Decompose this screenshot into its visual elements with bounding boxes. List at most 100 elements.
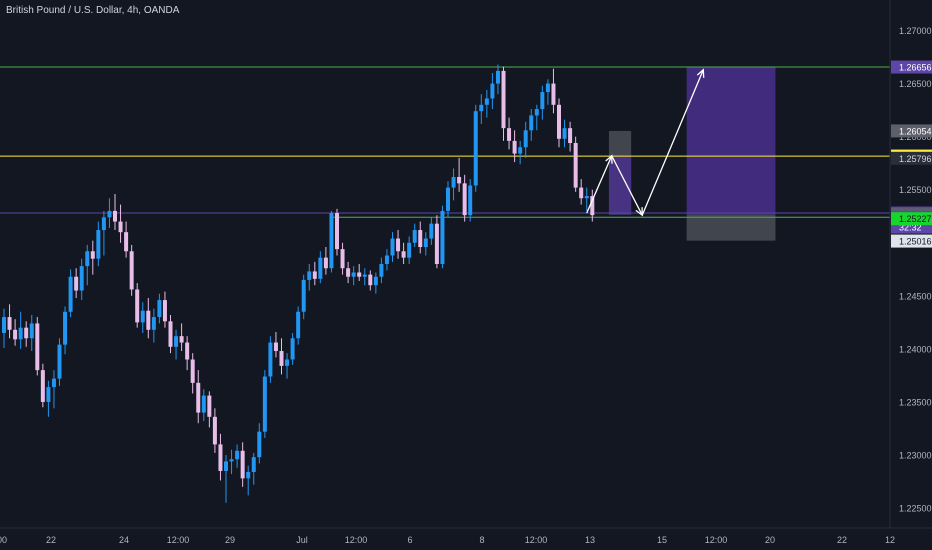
candle xyxy=(545,79,550,105)
candle xyxy=(368,270,373,291)
candle-body xyxy=(518,147,523,154)
candle xyxy=(401,242,406,264)
projection-arrow xyxy=(586,155,613,214)
candle-body xyxy=(235,450,240,460)
candle xyxy=(140,302,145,333)
candle-body xyxy=(462,183,467,216)
x-tick-label: 15 xyxy=(657,535,667,545)
candle xyxy=(384,249,389,271)
candle xyxy=(101,210,106,256)
x-tick-label: Jul xyxy=(296,535,308,545)
candle xyxy=(96,221,101,267)
candle-body xyxy=(557,104,561,139)
candle-body xyxy=(18,327,23,340)
candle-body xyxy=(357,272,362,277)
candle xyxy=(490,72,495,110)
candle xyxy=(63,306,68,355)
candle xyxy=(185,336,190,371)
y-tick-label: 1.27000 xyxy=(899,26,932,36)
candle xyxy=(495,64,500,95)
candle-body xyxy=(218,444,223,471)
candle-body xyxy=(285,359,290,366)
candle-body xyxy=(29,323,34,339)
price-label: 1.26054 xyxy=(891,124,932,138)
candle xyxy=(135,283,140,328)
y-tick-label: 1.23000 xyxy=(899,451,932,461)
candle-body xyxy=(13,329,18,340)
candle xyxy=(129,244,134,296)
candle-body xyxy=(307,271,312,280)
candle xyxy=(540,85,545,120)
price-label-text: 1.26656 xyxy=(899,63,932,73)
candle xyxy=(551,68,556,114)
y-tick-label: 1.25500 xyxy=(899,185,932,195)
candle xyxy=(412,223,417,248)
price-label: 1.26656 xyxy=(891,60,932,74)
candle-body xyxy=(362,274,367,277)
candle xyxy=(429,217,434,245)
candle-body xyxy=(168,321,173,347)
candle xyxy=(279,338,284,375)
candle-body xyxy=(162,300,167,322)
candle xyxy=(312,261,317,286)
candle xyxy=(340,242,345,275)
candle xyxy=(235,444,240,468)
candle-body xyxy=(568,128,573,144)
price-label-bg xyxy=(891,124,932,138)
projection-arrow xyxy=(611,155,643,216)
candle-body xyxy=(396,238,401,252)
candle xyxy=(423,232,428,256)
candle-body xyxy=(584,196,589,199)
candle-body xyxy=(140,310,145,323)
price-label-bg xyxy=(891,234,932,248)
price-axis-background xyxy=(890,0,932,550)
price-label-text: 1.25227 xyxy=(899,214,932,224)
candle xyxy=(440,205,445,269)
candle xyxy=(362,268,367,286)
candle-body xyxy=(96,230,101,259)
candle-body xyxy=(190,359,195,383)
candle xyxy=(262,370,267,439)
candle xyxy=(346,261,351,284)
candle-body xyxy=(423,238,428,248)
candle xyxy=(124,221,129,258)
candle xyxy=(240,442,245,487)
candle-body xyxy=(146,310,151,330)
candle-body xyxy=(273,342,278,352)
price-label-bg xyxy=(891,151,932,165)
candle-body xyxy=(212,416,217,445)
candle-body xyxy=(113,210,117,222)
candle-body xyxy=(318,257,323,279)
candle xyxy=(246,465,251,496)
candle-body xyxy=(501,70,506,129)
time-axis-background xyxy=(0,528,932,550)
candle-body xyxy=(545,83,550,93)
price-label-text: 1.25016 xyxy=(899,237,932,247)
candle xyxy=(224,455,228,503)
candle-body xyxy=(135,289,140,323)
candle xyxy=(446,181,450,218)
candle-body xyxy=(384,255,389,264)
candle xyxy=(57,338,62,387)
candle xyxy=(373,272,378,294)
candle xyxy=(301,274,306,320)
position-box-target xyxy=(686,67,776,215)
price-label-text: 1.25796 xyxy=(899,154,932,164)
candle xyxy=(113,193,117,231)
candle xyxy=(162,291,167,328)
candle xyxy=(484,89,489,118)
candle-body xyxy=(329,213,334,269)
price-label: 1.25227 xyxy=(891,212,932,226)
candle xyxy=(35,317,40,376)
candle-body xyxy=(418,230,423,248)
candle-body xyxy=(262,376,267,432)
candle-body xyxy=(179,336,184,343)
candle xyxy=(273,331,278,358)
candle-body xyxy=(434,223,439,264)
candle xyxy=(318,251,323,284)
candle-body xyxy=(174,336,179,347)
candle-body xyxy=(373,276,378,286)
candle-body xyxy=(340,249,345,269)
